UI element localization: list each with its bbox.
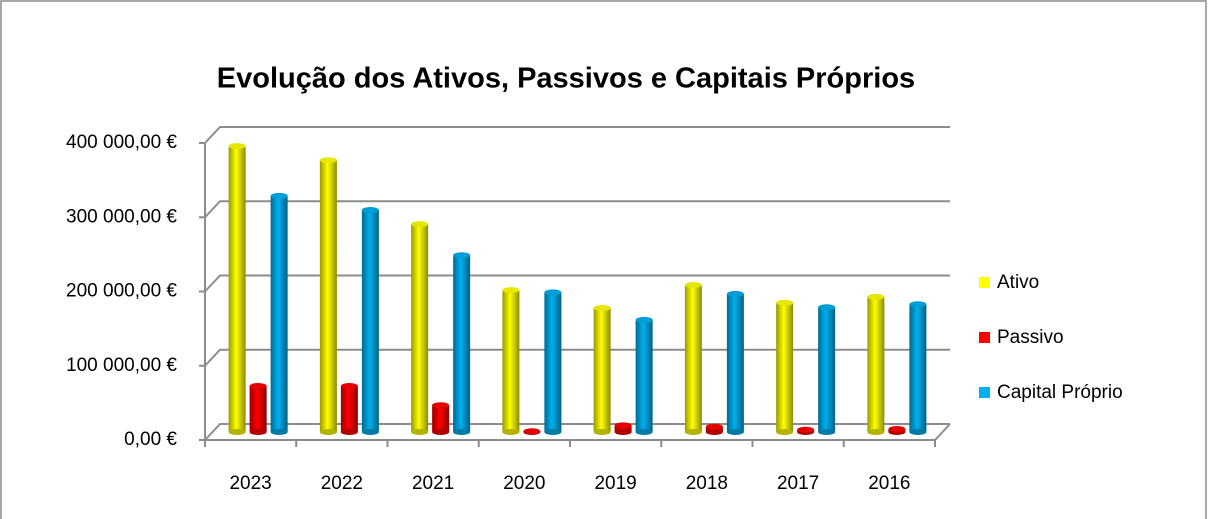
x-tick-label: 2020 — [503, 473, 545, 494]
bar — [818, 307, 836, 432]
bar-top — [909, 301, 927, 308]
bar — [684, 284, 702, 432]
y-tick-label: 0,00 € — [124, 429, 177, 450]
bar-top — [635, 316, 653, 323]
bar-base — [432, 429, 450, 435]
bar-base — [776, 429, 794, 435]
bar-top — [614, 422, 632, 429]
bar-base — [726, 429, 744, 435]
bar — [249, 385, 267, 432]
bar-top — [818, 304, 836, 311]
grid-line — [204, 274, 950, 293]
bar-base — [909, 429, 927, 435]
bar — [319, 160, 337, 432]
x-tick-label: 2022 — [321, 473, 363, 494]
bar-base — [614, 429, 632, 435]
x-tick-label: 2016 — [868, 473, 910, 494]
bar-top — [270, 192, 288, 199]
legend-swatch — [979, 277, 990, 288]
bar-top — [411, 221, 429, 228]
bar-top — [705, 423, 723, 430]
bar — [726, 293, 744, 432]
bar-top — [432, 402, 450, 409]
bar-base — [319, 429, 337, 435]
bar-base — [340, 429, 358, 435]
bar-base — [867, 429, 885, 435]
bar — [909, 304, 927, 432]
x-tick-label: 2023 — [229, 473, 271, 494]
bar-top — [340, 382, 358, 389]
bar — [270, 195, 288, 432]
bar-base — [249, 429, 267, 435]
grid-line — [204, 423, 950, 441]
bar-top — [453, 252, 471, 259]
bar — [776, 302, 794, 432]
bar-base — [502, 429, 520, 435]
bar — [361, 209, 379, 432]
bar-top — [502, 287, 520, 294]
legend-swatch — [979, 387, 990, 398]
bar-top — [776, 299, 794, 306]
x-tick-label: 2017 — [777, 473, 819, 494]
bar-base — [684, 429, 702, 435]
x-tick-label: 2018 — [686, 473, 728, 494]
bar-base — [361, 429, 379, 435]
grid-line — [204, 348, 950, 367]
y-tick-label: 300 000,00 € — [66, 206, 177, 227]
grid-line — [204, 126, 950, 144]
bar-top — [726, 290, 744, 297]
bar-top — [228, 143, 246, 150]
bar-top — [684, 281, 702, 288]
bar-top — [797, 426, 815, 433]
bar-base — [635, 429, 653, 435]
y-tick-label: 200 000,00 € — [66, 281, 177, 302]
bar — [502, 290, 520, 432]
bar-base — [453, 429, 471, 435]
bar-base — [705, 429, 723, 435]
bar-top — [593, 305, 611, 312]
bar-top — [523, 428, 541, 435]
legend-label: Ativo — [997, 272, 1039, 293]
bar — [593, 308, 611, 432]
chart-title: Evolução dos Ativos, Passivos e Capitais… — [217, 63, 915, 95]
bar — [635, 319, 653, 432]
bar-top — [361, 206, 379, 213]
legend-label: Passivo — [997, 327, 1064, 348]
bar — [228, 146, 246, 432]
bar-top — [544, 289, 562, 296]
x-tick-label: 2021 — [412, 473, 454, 494]
grid-line — [204, 200, 950, 218]
y-tick-label: 100 000,00 € — [66, 355, 177, 376]
bar-top — [867, 293, 885, 300]
legend-label: Capital Próprio — [997, 382, 1123, 403]
bar-top — [319, 157, 337, 164]
bar-base — [818, 429, 836, 435]
bar — [614, 425, 632, 432]
bar-base — [228, 429, 246, 435]
bar — [340, 385, 358, 432]
bar-base — [544, 429, 562, 435]
bar-top — [249, 382, 267, 389]
bar — [544, 292, 562, 432]
bar — [411, 224, 429, 432]
bar-base — [411, 429, 429, 435]
bar — [432, 405, 450, 432]
legend-swatch — [979, 332, 990, 343]
bar — [453, 255, 471, 432]
bar-top — [888, 426, 906, 433]
bar-base — [270, 429, 288, 435]
bar — [867, 296, 885, 432]
bar-base — [593, 429, 611, 435]
x-tick-label: 2019 — [594, 473, 636, 494]
y-tick-label: 400 000,00 € — [66, 132, 177, 153]
